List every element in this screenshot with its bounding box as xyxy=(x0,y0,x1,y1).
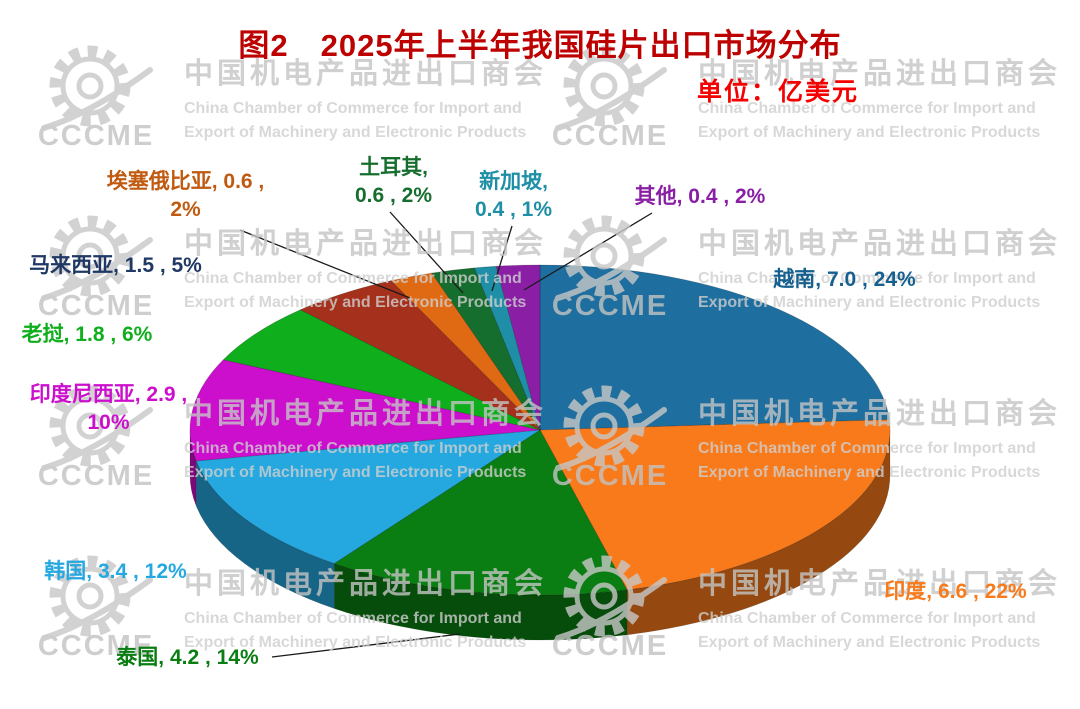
slice-label-5: 老挝, 1.8 , 6% xyxy=(12,321,162,349)
pie-slice-9 xyxy=(474,265,541,431)
slice-label-9: 新加坡, 0.4 , 1% xyxy=(446,168,581,223)
slice-label-6: 马来西亚, 1.5 , 5% xyxy=(8,252,223,280)
pie-slice-10 xyxy=(495,264,541,431)
slice-label-line: 埃塞俄比亚, 0.6 , xyxy=(106,170,265,193)
slice-label-line: 泰国, 4.2 , 14% xyxy=(116,646,259,669)
chart-title: 图2 2025年上半年我国硅片出口市场分布 xyxy=(238,28,842,63)
slice-label-line: 10% xyxy=(87,410,130,434)
slice-label-7: 埃塞俄比亚, 0.6 , 2% xyxy=(78,168,293,223)
pie-slice-8 xyxy=(431,267,541,431)
slice-label-line: 2% xyxy=(170,197,201,221)
slice-label-line: 土耳其, xyxy=(359,156,428,179)
pie-slice-4 xyxy=(189,359,541,462)
slice-label-line: 0.4 , 1% xyxy=(474,197,553,221)
leader-line-thailand xyxy=(271,633,461,658)
leader-line-ethiopia xyxy=(239,229,411,299)
slice-label-0: 越南, 7.0 , 24% xyxy=(742,266,947,294)
slice-label-line: 老挝, 1.8 , 6% xyxy=(21,323,153,346)
slice-label-line: 越南, 7.0 , 24% xyxy=(773,268,916,291)
slice-label-line: 新加坡, xyxy=(479,170,548,193)
slice-label-line: 印度尼西亚, 2.9 , xyxy=(29,383,188,406)
slice-label-10: 其他, 0.4 , 2% xyxy=(620,183,780,211)
pie-slice-6 xyxy=(300,280,541,431)
pie-slice-7 xyxy=(390,272,541,431)
slice-label-1: 印度, 6.6 , 22% xyxy=(858,578,1053,606)
slice-label-line: 其他, 0.4 , 2% xyxy=(634,185,766,208)
slice-label-line: 0.6 , 2% xyxy=(354,183,433,207)
slice-label-3: 韩国, 3.4 , 12% xyxy=(18,558,213,586)
pie-slice-5 xyxy=(222,309,541,431)
slice-label-2: 泰国, 4.2 , 14% xyxy=(90,644,285,672)
pie-slice-3 xyxy=(195,429,541,564)
unit-label: 单位：亿美元 xyxy=(697,78,860,106)
slice-label-4: 印度尼西亚, 2.9 , 10% xyxy=(6,381,211,436)
leader-line-singapore xyxy=(491,225,513,292)
slice-label-line: 印度, 6.6 , 22% xyxy=(884,580,1027,603)
leader-line-turkey xyxy=(389,211,464,294)
slice-label-line: 马来西亚, 1.5 , 5% xyxy=(29,254,202,277)
slice-label-8: 土耳其, 0.6 , 2% xyxy=(326,154,461,209)
slice-label-line: 韩国, 3.4 , 12% xyxy=(44,560,187,583)
